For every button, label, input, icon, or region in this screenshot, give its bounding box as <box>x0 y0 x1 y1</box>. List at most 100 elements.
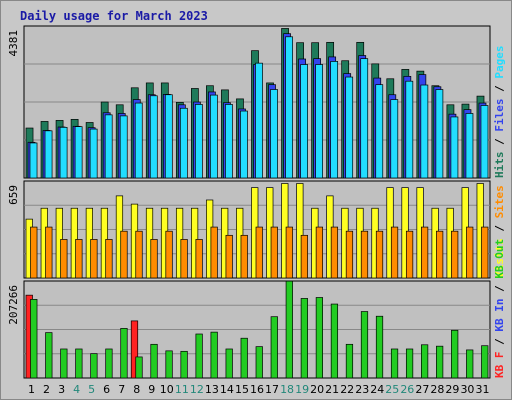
day-label-10: 10 <box>160 383 174 396</box>
day-label-23: 23 <box>355 383 369 396</box>
legend-hits: Hits <box>493 152 506 179</box>
bar-sites-day-15 <box>240 234 248 279</box>
bar-pages-day-5 <box>89 128 98 179</box>
day-label-28: 28 <box>430 383 444 396</box>
bar-sites-day-23 <box>360 230 369 279</box>
legend-kb-in: KB In <box>493 299 506 332</box>
bar-pages-day-10 <box>164 94 173 179</box>
bar-sites-day-28 <box>436 230 444 279</box>
bar-sites-day-7 <box>120 230 128 279</box>
bar-sites-day-19 <box>300 234 308 279</box>
bar-kb-in-day-22 <box>345 343 354 379</box>
bar-pages-day-3 <box>59 126 68 179</box>
bar-pages-day-12 <box>195 104 203 179</box>
day-label-20: 20 <box>310 383 324 396</box>
y-max-label: 659 <box>7 185 20 205</box>
bar-kb-in-day-13 <box>210 331 218 379</box>
bar-sites-day-8 <box>135 230 143 279</box>
legend-sites: Sites <box>493 185 506 218</box>
legend-separator: / <box>493 218 506 238</box>
bar-pages-day-14 <box>225 104 233 179</box>
bar-pages-day-26 <box>405 80 414 179</box>
day-label-31: 31 <box>475 383 489 396</box>
day-label-26: 26 <box>400 383 414 396</box>
day-label-25: 25 <box>385 383 399 396</box>
day-label-24: 24 <box>370 383 384 396</box>
bar-pages-day-7 <box>119 115 128 179</box>
bar-sites-day-26 <box>405 230 414 279</box>
bar-kb-in-day-31 <box>481 345 489 379</box>
bar-sites-day-30 <box>466 226 474 279</box>
day-label-18: 18 <box>280 383 294 396</box>
y-max-label: 4381 <box>7 30 20 57</box>
legend-pages: Pages <box>493 46 506 79</box>
bar-pages-day-27 <box>420 84 429 179</box>
day-label-27: 27 <box>415 383 429 396</box>
bar-kb-in-day-25 <box>390 348 399 379</box>
bar-pages-day-6 <box>104 114 113 179</box>
bar-kb-in-day-29 <box>451 329 459 379</box>
day-label-4: 4 <box>73 383 80 396</box>
bar-visits-day-19 <box>296 183 304 279</box>
day-label-19: 19 <box>295 383 309 396</box>
bar-pages-day-24 <box>375 84 384 179</box>
legend-kb-out: KB Out <box>493 239 506 279</box>
bar-sites-day-2 <box>45 226 53 279</box>
bar-sites-day-16 <box>255 226 263 279</box>
day-label-16: 16 <box>250 383 264 396</box>
day-label-7: 7 <box>118 383 125 396</box>
bar-sites-day-3 <box>60 239 68 279</box>
bar-pages-day-30 <box>465 113 474 179</box>
day-label-13: 13 <box>205 383 219 396</box>
bar-kb-in-day-4 <box>75 348 83 379</box>
bar-kb-in-day-2 <box>45 332 53 379</box>
bar-sites-day-25 <box>390 226 399 279</box>
bar-sites-day-24 <box>375 230 384 279</box>
bar-kb-in-day-17 <box>270 316 278 379</box>
day-label-9: 9 <box>148 383 155 396</box>
x-axis-labels: 1 2 3 4 5 6 7 8 9 10 11 12 13 14 15 16 17 18 19 20 21 22 23 24 2… <box>28 383 489 396</box>
panel-3: 207266 KB F / KB In / KB Out <box>7 239 506 379</box>
bar-pages-day-28 <box>435 89 444 179</box>
legend-separator: / <box>493 79 506 99</box>
bar-pages-day-17 <box>270 89 278 179</box>
bar-sites-day-18 <box>285 226 293 279</box>
bar-sites-day-27 <box>421 226 429 279</box>
bar-sites-day-1 <box>30 226 38 279</box>
bar-pages-day-19 <box>300 64 308 179</box>
day-label-1: 1 <box>28 383 35 396</box>
bar-sites-day-31 <box>481 226 489 279</box>
bar-kb-in-day-3 <box>60 348 68 379</box>
bar-sites-day-11 <box>180 239 188 279</box>
bar-kb-in-day-9 <box>150 343 158 379</box>
bar-pages-day-2 <box>44 130 53 179</box>
legend-labels: Hits / Files / Pages <box>493 46 506 179</box>
bar-kb-in-day-7 <box>120 328 128 379</box>
bar-kb-in-day-10 <box>165 350 173 379</box>
day-label-17: 17 <box>265 383 279 396</box>
chart-title: Daily usage for March 2023 <box>20 9 208 23</box>
bar-pages-day-4 <box>74 126 83 179</box>
bar-pages-day-25 <box>390 99 399 179</box>
bar-kb-in-day-5 <box>90 353 98 379</box>
day-label-5: 5 <box>88 383 95 396</box>
bar-pages-day-18 <box>285 36 293 179</box>
bar-kb-in-day-8 <box>135 356 143 379</box>
bar-kb-in-day-19 <box>300 298 308 379</box>
panel-1: 4381 Hits / Files / Pages <box>7 25 506 179</box>
bar-sites-day-12 <box>195 239 203 279</box>
bar-kb-in-day-12 <box>195 333 203 379</box>
day-label-22: 22 <box>340 383 354 396</box>
bar-pages-day-16 <box>255 62 263 179</box>
day-label-21: 21 <box>325 383 339 396</box>
bar-pages-day-8 <box>134 102 143 179</box>
legend-separator: / <box>493 279 506 299</box>
bar-pages-day-20 <box>315 64 323 179</box>
bar-kb-in-day-15 <box>240 337 248 379</box>
bar-sites-day-22 <box>345 230 354 279</box>
panel-2: 659 Visits / Sites <box>7 180 506 279</box>
day-label-2: 2 <box>43 383 50 396</box>
bar-kb-in-day-6 <box>105 348 113 379</box>
legend-files: Files <box>493 99 506 132</box>
